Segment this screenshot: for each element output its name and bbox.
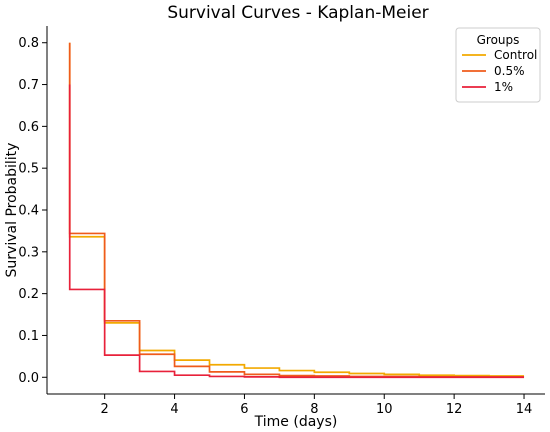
y-tick-label: 0.5 <box>18 162 39 177</box>
x-tick-label: 6 <box>240 402 248 417</box>
y-tick-label: 0.8 <box>18 36 39 51</box>
x-tick-label: 2 <box>101 402 109 417</box>
y-tick-label: 0.4 <box>18 204 39 219</box>
y-tick-label: 0.0 <box>18 371 39 386</box>
x-tick-label: 4 <box>170 402 178 417</box>
legend-title: Groups <box>477 33 520 47</box>
x-tick-label: 8 <box>310 402 318 417</box>
y-axis-label: Survival Probability <box>4 143 20 278</box>
legend: Groups Control 0.5% 1% <box>455 27 541 103</box>
legend-label: 0.5% <box>494 64 525 78</box>
x-tick-label: 12 <box>446 402 463 417</box>
y-tick-label: 0.2 <box>18 287 39 302</box>
x-ticks: 2 4 6 8 10 12 14 <box>101 394 533 417</box>
series-layer <box>68 42 525 379</box>
y-ticks: 0.0 0.1 0.2 0.3 0.4 0.5 0.6 0.7 0.8 <box>18 36 47 386</box>
x-tick-label: 14 <box>516 402 533 417</box>
plot-area: 2 4 6 8 10 12 14 0.0 0.1 0.2 0.3 0.4 0.5 0.6 0.7 0.8 <box>18 26 545 417</box>
legend-box <box>455 27 541 103</box>
legend-items: Control 0.5% 1% <box>462 48 537 94</box>
chart-title: Survival Curves - Kaplan-Meier <box>167 3 428 23</box>
y-tick-label: 0.7 <box>18 78 39 93</box>
legend-label: Control <box>494 48 537 62</box>
y-tick-label: 0.1 <box>18 329 39 344</box>
x-axis-label: Time (days) <box>254 414 338 430</box>
y-tick-label: 0.6 <box>18 120 39 135</box>
y-tick-label: 0.3 <box>18 245 39 260</box>
x-tick-label: 10 <box>376 402 393 417</box>
series-line-2 <box>68 84 525 379</box>
legend-label: 1% <box>494 80 513 94</box>
